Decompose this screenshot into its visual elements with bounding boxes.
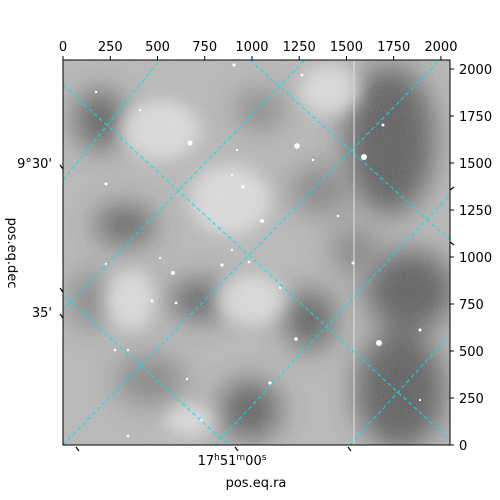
x-pixel-tick-label: 1250 bbox=[283, 40, 316, 55]
ra-tick-label: 17h51m00s bbox=[198, 453, 267, 469]
sky-image bbox=[63, 60, 450, 445]
grid-line-ra bbox=[63, 60, 441, 445]
x-pixel-tick-label: 750 bbox=[192, 40, 217, 55]
ra-world-tick bbox=[234, 446, 239, 452]
dec-world-tick bbox=[449, 186, 455, 191]
top-pixel-axis: 0 250 500 750 1000 1250 1500 1750 2000 bbox=[59, 40, 457, 60]
y-pixel-tick-label: 1000 bbox=[459, 251, 492, 266]
x-pixel-tick-label: 0 bbox=[59, 40, 67, 55]
y-axis-label: pos.eq.dec bbox=[4, 218, 19, 289]
x-axis-label: pos.eq.ra bbox=[226, 476, 287, 491]
grid-line-ra bbox=[63, 60, 306, 311]
dec-tick-label: 9°30' bbox=[17, 157, 52, 172]
y-pixel-tick-label: 0 bbox=[459, 439, 467, 454]
dec-world-tick bbox=[449, 241, 455, 246]
x-pixel-tick-label: 1500 bbox=[330, 40, 363, 55]
y-pixel-tick-label: 1750 bbox=[459, 110, 492, 125]
coordinate-grid bbox=[63, 60, 450, 445]
world-ticks bbox=[59, 164, 455, 452]
grid-line-dec bbox=[249, 60, 450, 241]
y-pixel-tick-label: 1250 bbox=[459, 204, 492, 219]
x-pixel-tick-label: 1750 bbox=[377, 40, 410, 55]
ra-world-tick bbox=[347, 446, 352, 452]
x-pixel-tick-label: 250 bbox=[98, 40, 123, 55]
grid-line-dec bbox=[63, 294, 229, 445]
grid-line-ra bbox=[214, 194, 450, 445]
dec-tick-label: 35' bbox=[32, 306, 52, 321]
x-pixel-tick-label: 1000 bbox=[235, 40, 268, 55]
y-pixel-tick-label: 2000 bbox=[459, 63, 492, 78]
stars bbox=[94, 63, 422, 438]
ra-world-tick bbox=[75, 446, 80, 452]
dec-world-tick bbox=[59, 313, 64, 319]
y-pixel-tick-label: 750 bbox=[459, 298, 484, 313]
grid-line-ra bbox=[63, 60, 161, 181]
y-pixel-tick-label: 250 bbox=[459, 392, 484, 407]
y-pixel-tick-label: 500 bbox=[459, 345, 484, 360]
x-pixel-tick-label: 2000 bbox=[424, 40, 457, 55]
plot-frame bbox=[62, 59, 451, 446]
dec-world-tick bbox=[59, 287, 64, 293]
x-pixel-tick-label: 500 bbox=[145, 40, 170, 55]
grid-line-ra bbox=[349, 334, 450, 445]
y-pixel-tick-label: 1500 bbox=[459, 157, 492, 172]
dec-world-tick bbox=[59, 164, 64, 170]
right-pixel-axis: 0 250 500 750 1000 1250 1500 1750 2000 bbox=[450, 63, 492, 454]
grid-line-dec bbox=[63, 84, 450, 441]
